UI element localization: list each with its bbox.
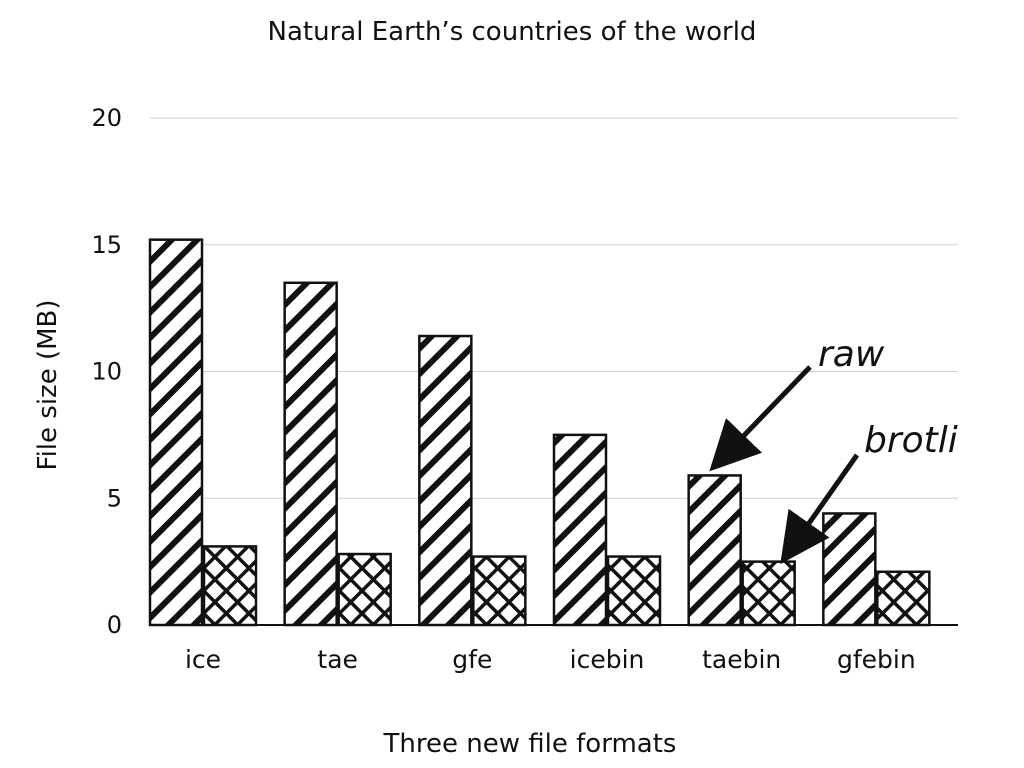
annotation-label: raw bbox=[818, 334, 885, 375]
y-tick-label: 10 bbox=[91, 358, 122, 386]
y-tick-label: 0 bbox=[107, 611, 122, 639]
x-tick-label: taebin bbox=[702, 645, 781, 674]
y-tick-label: 15 bbox=[91, 231, 122, 259]
x-tick-label: tae bbox=[317, 645, 358, 674]
bar-icebin-series-1 bbox=[606, 555, 662, 627]
bar-ice-series-1 bbox=[202, 545, 258, 627]
bars bbox=[148, 238, 931, 627]
x-axis-label: Three new file formats bbox=[383, 729, 677, 759]
annotation-arrow bbox=[709, 365, 812, 472]
y-axis-label: File size (MB) bbox=[33, 299, 63, 470]
y-tick-label: 20 bbox=[91, 104, 122, 132]
chart-title: Natural Earth’s countries of the world bbox=[268, 17, 757, 47]
bar-gfebin-series-1 bbox=[876, 570, 931, 627]
bar-taebin-series-0 bbox=[687, 474, 742, 627]
bar-gfe-series-0 bbox=[418, 334, 473, 627]
bar-tae-series-1 bbox=[337, 552, 392, 627]
x-tick-label: ice bbox=[185, 645, 221, 674]
annotation-label: brotli bbox=[864, 420, 958, 461]
bar-tae-series-0 bbox=[283, 281, 338, 627]
y-tick-label: 5 bbox=[107, 484, 122, 512]
x-tick-label: gfebin bbox=[837, 645, 916, 674]
x-tick-label: gfe bbox=[452, 645, 492, 674]
bar-gfebin-series-0 bbox=[822, 512, 877, 627]
bar-gfe-series-1 bbox=[472, 555, 527, 627]
bar-icebin-series-0 bbox=[552, 433, 608, 627]
annotations: raw brotli bbox=[709, 334, 958, 565]
bar-ice-series-0 bbox=[148, 238, 204, 627]
annotation-arrow bbox=[780, 453, 860, 565]
x-tick-label: icebin bbox=[570, 645, 645, 674]
y-axis-ticks: 0 5 10 15 20 bbox=[91, 104, 122, 639]
bar-taebin-series-1 bbox=[741, 560, 796, 627]
x-axis-ticks: ice tae gfe icebin taebin gfebin bbox=[185, 645, 916, 674]
